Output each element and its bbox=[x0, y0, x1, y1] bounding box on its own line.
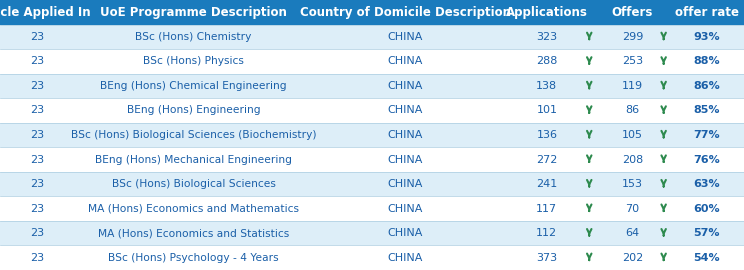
Text: CHINA: CHINA bbox=[388, 130, 423, 140]
Text: 202: 202 bbox=[622, 253, 643, 263]
Text: offer rate: offer rate bbox=[675, 6, 739, 19]
Text: 373: 373 bbox=[536, 253, 557, 263]
Text: 153: 153 bbox=[622, 179, 643, 189]
Text: CHINA: CHINA bbox=[388, 32, 423, 42]
Text: Offers: Offers bbox=[612, 6, 653, 19]
Text: 323: 323 bbox=[536, 32, 557, 42]
Text: 23: 23 bbox=[31, 154, 44, 164]
Text: 105: 105 bbox=[622, 130, 643, 140]
Text: 299: 299 bbox=[622, 32, 643, 42]
Text: CHINA: CHINA bbox=[388, 204, 423, 214]
Text: BSc (Hons) Psychology - 4 Years: BSc (Hons) Psychology - 4 Years bbox=[108, 253, 279, 263]
Bar bbox=[0, 123, 744, 147]
Text: 60%: 60% bbox=[693, 204, 720, 214]
Text: 64: 64 bbox=[626, 228, 639, 238]
Text: 288: 288 bbox=[536, 56, 557, 66]
Text: BEng (Hons) Engineering: BEng (Hons) Engineering bbox=[126, 106, 260, 116]
Text: 86: 86 bbox=[626, 106, 639, 116]
Text: BEng (Hons) Chemical Engineering: BEng (Hons) Chemical Engineering bbox=[100, 81, 286, 91]
Bar bbox=[0, 25, 744, 49]
Bar bbox=[312, 0, 498, 25]
Text: 119: 119 bbox=[622, 81, 643, 91]
Text: CHINA: CHINA bbox=[388, 154, 423, 164]
Text: CHINA: CHINA bbox=[388, 81, 423, 91]
Text: 76%: 76% bbox=[693, 154, 720, 164]
Text: 70: 70 bbox=[626, 204, 639, 214]
Text: BSc (Hons) Biological Sciences (Biochemistry): BSc (Hons) Biological Sciences (Biochemi… bbox=[71, 130, 316, 140]
Bar bbox=[0, 0, 74, 25]
Text: BSc (Hons) Chemistry: BSc (Hons) Chemistry bbox=[135, 32, 251, 42]
Text: 136: 136 bbox=[536, 130, 557, 140]
Text: 86%: 86% bbox=[693, 81, 720, 91]
Bar bbox=[0, 196, 744, 221]
Text: 272: 272 bbox=[536, 154, 557, 164]
Text: 112: 112 bbox=[536, 228, 557, 238]
Bar bbox=[0, 49, 744, 74]
Text: 138: 138 bbox=[536, 81, 557, 91]
Text: 23: 23 bbox=[31, 56, 44, 66]
Text: 93%: 93% bbox=[693, 32, 720, 42]
Text: MA (Hons) Economics and Mathematics: MA (Hons) Economics and Mathematics bbox=[88, 204, 299, 214]
Text: 253: 253 bbox=[622, 56, 643, 66]
Text: BEng (Hons) Mechanical Engineering: BEng (Hons) Mechanical Engineering bbox=[95, 154, 292, 164]
Text: 23: 23 bbox=[31, 81, 44, 91]
Text: 23: 23 bbox=[31, 179, 44, 189]
Text: CHINA: CHINA bbox=[388, 179, 423, 189]
Text: 241: 241 bbox=[536, 179, 557, 189]
Bar bbox=[0, 98, 744, 123]
Text: 54%: 54% bbox=[693, 253, 720, 263]
Text: 63%: 63% bbox=[693, 179, 720, 189]
Bar bbox=[0, 172, 744, 196]
Bar bbox=[0, 245, 744, 270]
Text: Country of Domicile Description: Country of Domicile Description bbox=[300, 6, 511, 19]
Text: Applications: Applications bbox=[506, 6, 588, 19]
Text: 85%: 85% bbox=[693, 106, 720, 116]
Text: 117: 117 bbox=[536, 204, 557, 214]
Text: 23: 23 bbox=[31, 106, 44, 116]
Text: 23: 23 bbox=[31, 32, 44, 42]
Text: CHINA: CHINA bbox=[388, 253, 423, 263]
Text: 208: 208 bbox=[622, 154, 643, 164]
Bar bbox=[498, 0, 595, 25]
Text: 77%: 77% bbox=[693, 130, 720, 140]
Text: CHINA: CHINA bbox=[388, 106, 423, 116]
Text: 88%: 88% bbox=[693, 56, 720, 66]
Text: BSc (Hons) Biological Sciences: BSc (Hons) Biological Sciences bbox=[112, 179, 275, 189]
Text: 23: 23 bbox=[31, 228, 44, 238]
Text: 23: 23 bbox=[31, 130, 44, 140]
Text: UoE Programme Description: UoE Programme Description bbox=[100, 6, 287, 19]
Bar bbox=[0, 147, 744, 172]
Bar bbox=[595, 0, 670, 25]
Text: CHINA: CHINA bbox=[388, 228, 423, 238]
Text: BSc (Hons) Physics: BSc (Hons) Physics bbox=[143, 56, 244, 66]
Bar bbox=[0, 74, 744, 98]
Text: CHINA: CHINA bbox=[388, 56, 423, 66]
Text: Cycle Applied In: Cycle Applied In bbox=[0, 6, 91, 19]
Text: 23: 23 bbox=[31, 204, 44, 214]
Text: 23: 23 bbox=[31, 253, 44, 263]
Bar bbox=[74, 0, 312, 25]
Bar bbox=[0, 221, 744, 245]
Text: 101: 101 bbox=[536, 106, 557, 116]
Text: 57%: 57% bbox=[693, 228, 720, 238]
Bar bbox=[670, 0, 744, 25]
Text: MA (Hons) Economics and Statistics: MA (Hons) Economics and Statistics bbox=[97, 228, 289, 238]
